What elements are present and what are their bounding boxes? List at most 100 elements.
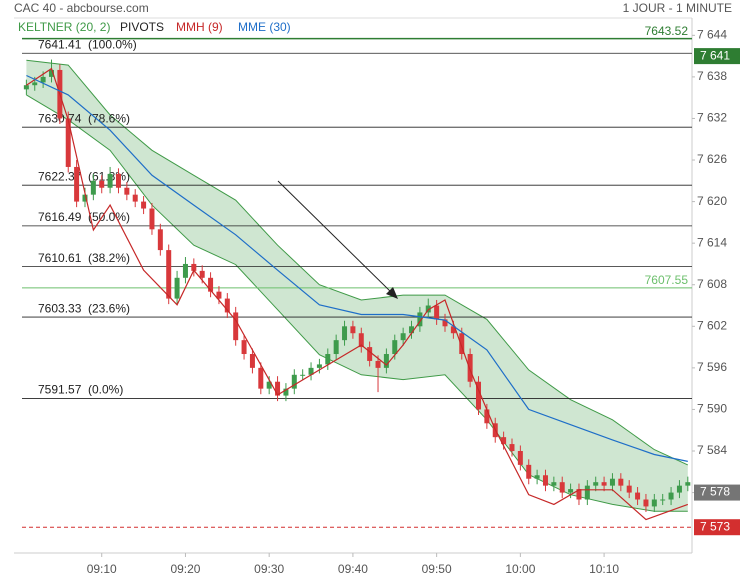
candle-body xyxy=(124,187,130,195)
arrow-line xyxy=(277,180,395,296)
pivot-value: 7591.57 xyxy=(38,383,82,397)
candle-body xyxy=(342,326,348,341)
candle-body xyxy=(333,340,339,355)
candle-body xyxy=(316,364,322,368)
pivot-value: 7603.33 xyxy=(38,301,82,315)
pivot-percent: (50.0%) xyxy=(88,210,130,224)
candle-body xyxy=(651,499,657,507)
candle-body xyxy=(174,277,180,299)
candle-body xyxy=(208,277,214,292)
candle-body xyxy=(459,333,465,355)
candle-body xyxy=(350,326,356,334)
candle-body xyxy=(283,388,289,396)
candle-body xyxy=(475,381,481,410)
candle-body xyxy=(400,333,406,341)
candle-body xyxy=(182,263,188,278)
pivot-percent: (100.0%) xyxy=(88,37,137,51)
x-tick-label: 09:50 xyxy=(422,562,452,576)
candle-body xyxy=(425,305,431,313)
candle-body xyxy=(568,489,574,493)
candle-body xyxy=(450,326,456,334)
candle-body xyxy=(551,482,557,486)
candle-body xyxy=(584,485,590,500)
y-tick-label: 7 590 xyxy=(697,402,727,416)
price-badge-label: 7 641 xyxy=(700,48,730,62)
pivot-percent: (0.0%) xyxy=(88,383,123,397)
candle-body xyxy=(392,340,398,355)
pivot-percent: (38.2%) xyxy=(88,251,130,265)
candle-body xyxy=(643,499,649,507)
candle-body xyxy=(115,173,121,188)
pivot-value: 7622.37 xyxy=(38,169,82,183)
candle-body xyxy=(618,478,624,486)
candle-body xyxy=(233,312,239,341)
candle-body xyxy=(601,482,607,486)
candle-body xyxy=(576,489,582,500)
candle-body xyxy=(409,326,415,334)
candle-body xyxy=(90,180,96,195)
candle-body xyxy=(542,475,548,486)
candle-body xyxy=(375,360,381,368)
candle-body xyxy=(434,305,440,320)
candle-body xyxy=(149,208,155,230)
pivot-value: 7610.61 xyxy=(38,251,82,265)
level-label: 7607.55 xyxy=(645,273,689,287)
candle-body xyxy=(40,76,46,83)
chart-title: CAC 40 - abcbourse.com xyxy=(14,1,149,15)
pivot-percent: (23.6%) xyxy=(88,301,130,315)
y-tick-label: 7 602 xyxy=(697,318,727,332)
legend-entry: KELTNER (20, 2) xyxy=(18,20,110,34)
x-tick-label: 09:20 xyxy=(170,562,200,576)
candle-body xyxy=(74,166,80,202)
candle-body xyxy=(609,478,615,486)
candle-body xyxy=(82,194,88,202)
pivot-value: 7616.49 xyxy=(38,210,82,224)
candle-body xyxy=(266,381,272,389)
candle-body xyxy=(48,69,54,77)
candle-body xyxy=(258,367,264,389)
candle-body xyxy=(300,374,306,376)
x-tick-label: 09:10 xyxy=(87,562,117,576)
price-badge xyxy=(694,519,740,536)
pivot-value: 7641.41 xyxy=(38,37,82,51)
candle-body xyxy=(593,482,599,486)
candle-body xyxy=(224,298,230,313)
candle-body xyxy=(534,475,540,479)
legend-entry: PIVOTS xyxy=(120,20,164,34)
candle-body xyxy=(216,291,222,299)
pivot-percent: (78.6%) xyxy=(88,111,130,125)
candle-body xyxy=(685,482,691,486)
price-badge xyxy=(694,48,740,65)
x-tick-label: 09:40 xyxy=(338,562,368,576)
candle-body xyxy=(635,492,641,500)
y-tick-label: 7 608 xyxy=(697,277,727,291)
candle-body xyxy=(626,485,632,493)
candle-body xyxy=(199,270,205,278)
level-label: 7643.52 xyxy=(645,24,689,38)
price-badge-label: 7 578 xyxy=(700,485,730,499)
legend-entry: MMH (9) xyxy=(176,20,223,34)
y-tick-label: 7 596 xyxy=(697,360,727,374)
y-tick-label: 7 638 xyxy=(697,69,727,83)
candle-body xyxy=(676,485,682,493)
price-badge-label: 7 573 xyxy=(700,519,730,533)
y-tick-label: 7 632 xyxy=(697,111,727,125)
candle-body xyxy=(141,201,147,209)
candle-body xyxy=(132,194,138,202)
candle-body xyxy=(107,173,113,188)
candle-body xyxy=(367,347,373,361)
candle-body xyxy=(65,118,71,167)
candle-body xyxy=(526,464,532,479)
candle-body xyxy=(157,229,163,251)
y-tick-label: 7 626 xyxy=(697,152,727,166)
price-badge xyxy=(694,484,740,501)
candle-body xyxy=(32,82,38,86)
candle-body xyxy=(99,180,105,188)
legend-entry: MME (30) xyxy=(238,20,291,34)
candle-body xyxy=(358,333,364,348)
candle-body xyxy=(383,354,389,368)
y-tick-label: 7 644 xyxy=(697,27,727,41)
candle-body xyxy=(668,492,674,500)
